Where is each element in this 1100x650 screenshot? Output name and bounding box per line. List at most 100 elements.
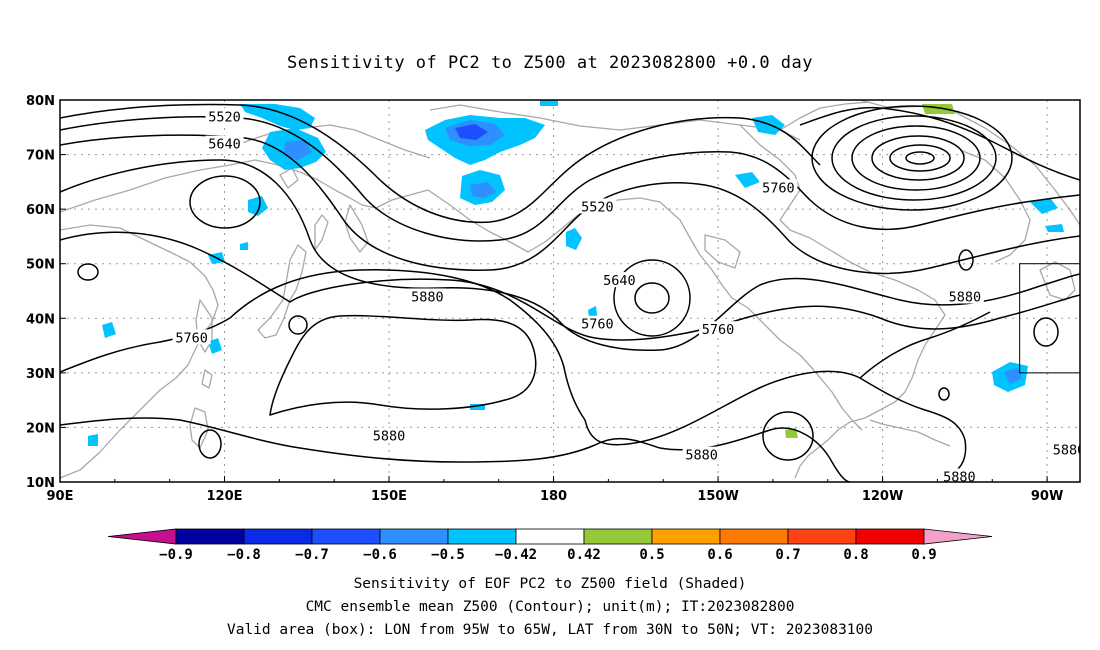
contour-label: 5880 xyxy=(411,289,444,305)
contour-closed xyxy=(288,315,308,335)
lon-tick-label: 180 xyxy=(540,489,567,504)
shade-patch xyxy=(1045,224,1064,232)
contour-labels: 5520564055205760540051605280540055205640… xyxy=(172,108,1086,486)
contour-label: 5520 xyxy=(581,199,614,215)
colorbar-label: −0.8 xyxy=(227,547,261,563)
contour-label-bg xyxy=(370,427,409,443)
contour-closed xyxy=(198,429,222,459)
shade-patch xyxy=(455,124,488,140)
coastline-arctic-asia xyxy=(224,124,431,159)
coastline-labrador xyxy=(959,149,1031,263)
colorbar-label: −0.6 xyxy=(363,547,397,563)
colorbar-swatch xyxy=(515,528,585,545)
lon-tick-label: 150W xyxy=(697,489,738,504)
contour-label-bg xyxy=(172,329,211,345)
shade-patch xyxy=(470,182,496,198)
lon-tick-label: 120W xyxy=(862,489,903,504)
contour-label: 5880 xyxy=(949,289,982,305)
coastline-sakhalin xyxy=(314,214,329,251)
contour-line xyxy=(60,103,821,224)
contour-line xyxy=(60,115,1080,242)
map-axes: 90E120E150E180150W120W90W60W80N70N60N50N… xyxy=(26,94,1063,504)
contour-line xyxy=(60,269,586,421)
contour-closed xyxy=(634,282,670,314)
contour-line xyxy=(584,370,861,446)
contour-label-bg xyxy=(578,315,617,331)
lon-tick-label: 90E xyxy=(47,489,74,504)
coastline-greenland xyxy=(859,100,1080,226)
contour-label: 5520 xyxy=(208,109,241,125)
colorbar-label: −0.42 xyxy=(495,547,537,563)
contour-label: 5880 xyxy=(1053,442,1086,458)
coastline-newfoundland xyxy=(1039,261,1076,301)
lat-tick-label: 70N xyxy=(26,149,55,164)
contour-low xyxy=(851,125,981,191)
colorbar-swatch xyxy=(787,528,857,545)
contour-closed xyxy=(958,249,974,271)
shade-patch xyxy=(240,104,315,130)
contour-label-bg xyxy=(759,179,798,195)
colorbar-label: 0.8 xyxy=(843,547,868,563)
colorbar-label: 0.42 xyxy=(567,547,601,563)
contour-label: 5760 xyxy=(581,317,614,333)
caption-line-2: CMC ensemble mean Z500 (Contour); unit(m… xyxy=(306,599,795,615)
lon-tick-label: 150E xyxy=(371,489,407,504)
lat-tick-label: 20N xyxy=(26,421,55,436)
valid-area-box xyxy=(1019,263,1080,374)
contour-label-bg xyxy=(600,272,639,288)
coastline-taiwan xyxy=(201,369,213,389)
contour-low xyxy=(831,115,997,201)
contour-label: 5760 xyxy=(702,322,735,338)
coastline-na-west xyxy=(659,201,863,431)
contour-closed xyxy=(77,263,99,281)
contour-label-bg xyxy=(682,446,721,462)
contour-label: 5880 xyxy=(943,470,976,486)
contour-closed xyxy=(613,259,691,337)
colorbar-end-high xyxy=(923,528,993,545)
shade-patch xyxy=(540,100,558,106)
contour-low xyxy=(811,105,1013,211)
caption-line-3: Valid area (box): LON from 95W to 65W, L… xyxy=(227,622,873,638)
colorbar-label: 0.9 xyxy=(911,547,936,563)
contour-low xyxy=(889,144,951,172)
contour-line xyxy=(859,311,991,379)
contour-low xyxy=(871,135,965,181)
shade-patch xyxy=(284,140,312,160)
contour-label-bg xyxy=(699,321,738,337)
contour-label: 5880 xyxy=(685,448,718,464)
colorbar-swatch xyxy=(855,528,925,545)
lat-tick-label: 60N xyxy=(26,203,55,218)
contour-label-bg xyxy=(578,198,617,214)
colorbar-label: −0.5 xyxy=(431,547,465,563)
contour-closed xyxy=(938,387,950,401)
map-background xyxy=(60,100,1080,482)
lat-tick-label: 10N xyxy=(26,476,55,491)
contour-line xyxy=(269,314,537,416)
colorbar-swatch xyxy=(719,528,789,545)
coastline-korea xyxy=(195,299,213,353)
contour-label-bg xyxy=(205,108,244,124)
lat-tick-label: 30N xyxy=(26,367,55,382)
shade-patch xyxy=(248,196,268,216)
lat-tick-label: 80N xyxy=(26,94,55,109)
colorbar: −0.9 −0.8 −0.7 −0.6 −0.5 −0.42 0.42 0.5 0.6 0.7 0.… xyxy=(107,528,993,563)
lat-tick-label: 50N xyxy=(26,258,55,273)
colorbar-swatch xyxy=(175,528,245,545)
contour-line xyxy=(60,159,1080,352)
coastline-hudson-east xyxy=(739,124,946,403)
colorbar-swatch xyxy=(243,528,313,545)
contour-line xyxy=(60,417,851,482)
shade-patch xyxy=(566,228,582,250)
colorbar-swatch xyxy=(311,528,381,545)
colorbar-label: −0.7 xyxy=(295,547,329,563)
shade-patch xyxy=(240,242,248,250)
contour-label-bg xyxy=(1050,441,1080,457)
coastline-arctic-canada xyxy=(429,104,801,141)
colorbar-swatch xyxy=(379,528,449,545)
coastline-cuba xyxy=(869,419,951,447)
colorbar-label: 0.7 xyxy=(775,547,800,563)
contour-closed xyxy=(1033,317,1059,347)
colorbar-swatch xyxy=(651,528,721,545)
shade-patch xyxy=(1030,198,1058,214)
